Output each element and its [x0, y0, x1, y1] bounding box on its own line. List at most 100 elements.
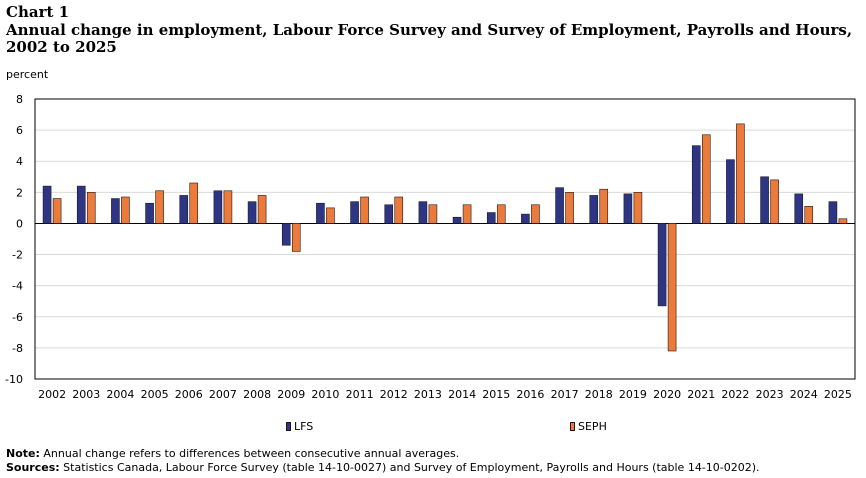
y-tick-label: 8: [16, 93, 23, 106]
x-tick-label: 2018: [585, 388, 613, 401]
bar-seph-2017: [565, 192, 574, 224]
x-tick-label: 2014: [448, 388, 476, 401]
bar-lfs-2023: [760, 176, 769, 224]
y-tick-label: 2: [16, 186, 23, 199]
bar-lfs-2014: [452, 216, 462, 224]
bar-seph-2003: [86, 192, 96, 224]
x-tick-label: 2002: [38, 388, 66, 401]
bar-seph-2016: [531, 204, 540, 224]
bar-seph-2012: [394, 196, 404, 224]
bar-lfs-2020: [657, 223, 667, 307]
bar-lfs-2006: [179, 195, 189, 224]
x-tick-label: 2015: [482, 388, 510, 401]
x-tick-label: 2020: [653, 388, 681, 401]
y-tick-label: 4: [16, 155, 23, 168]
bar-lfs-2021: [691, 145, 701, 224]
bar-lfs-2022: [726, 159, 735, 224]
x-tick-label: 2003: [72, 388, 100, 401]
bar-seph-2013: [428, 204, 438, 224]
bar-seph-2020: [667, 223, 677, 352]
x-tick-label: 2013: [414, 388, 442, 401]
y-axis-unit: percent: [6, 68, 49, 81]
bar-lfs-2009: [281, 223, 291, 246]
x-tick-label: 2004: [106, 388, 134, 401]
bar-lfs-2012: [384, 204, 394, 224]
note-label: Note:: [6, 447, 40, 460]
bar-seph-2005: [155, 190, 164, 224]
x-tick-label: 2012: [380, 388, 408, 401]
legend-label-lfs: LFS: [294, 420, 314, 433]
bars: [42, 123, 848, 352]
bar-seph-2023: [770, 179, 779, 224]
x-tick-label: 2022: [721, 388, 749, 401]
bar-seph-2014: [462, 204, 472, 224]
bar-lfs-2024: [794, 193, 804, 224]
y-tick-label: -6: [12, 311, 23, 324]
bar-lfs-2019: [623, 193, 633, 224]
bar-seph-2007: [223, 190, 233, 224]
note-line: Note: Annual change refers to difference…: [6, 447, 760, 461]
bar-lfs-2007: [213, 190, 223, 224]
footnotes: Note: Annual change refers to difference…: [6, 447, 760, 475]
x-tick-label: 2016: [516, 388, 544, 401]
x-tick-labels: 2002 2003 2004 2005 2006 2007 2008 2009 2010 2011…: [38, 388, 852, 401]
legend-label-seph: SEPH: [578, 420, 607, 433]
y-tick-label: -2: [12, 249, 23, 262]
legend-swatch-lfs: [286, 422, 291, 431]
x-tick-label: 2019: [619, 388, 647, 401]
x-tick-label: 2010: [311, 388, 339, 401]
x-tick-label: 2017: [551, 388, 579, 401]
y-tick-label: -10: [5, 373, 23, 386]
bar-lfs-2005: [145, 202, 154, 224]
bar-seph-2004: [121, 196, 130, 224]
bar-seph-2015: [496, 204, 506, 224]
bar-seph-2019: [633, 192, 643, 224]
bar-lfs-2015: [486, 212, 496, 224]
bar-lfs-2002: [42, 185, 52, 224]
x-tick-label: 2025: [824, 388, 852, 401]
bar-lfs-2011: [350, 201, 359, 224]
bar-seph-2009: [291, 223, 301, 252]
legend-lfs: LFS: [286, 420, 313, 433]
x-tick-label: 2011: [346, 388, 374, 401]
x-tick-label: 2021: [687, 388, 715, 401]
bar-lfs-2018: [589, 195, 599, 224]
x-tick-label: 2005: [141, 388, 169, 401]
bar-lfs-2004: [111, 198, 120, 224]
y-tick-label: -8: [12, 342, 23, 355]
legend-swatch-seph: [570, 422, 575, 431]
x-tick-label: 2006: [175, 388, 203, 401]
y-tick-labels: 8 6 4 2 0 -2 -4 -6 -8 -10: [5, 93, 23, 386]
bar-seph-2008: [257, 195, 267, 224]
note-text: Annual change refers to differences betw…: [43, 447, 460, 460]
bar-lfs-2016: [521, 213, 530, 224]
x-tick-label: 2024: [790, 388, 818, 401]
y-tick-label: -4: [12, 280, 23, 293]
bar-seph-2011: [360, 196, 369, 224]
sources-line: Sources: Statistics Canada, Labour Force…: [6, 461, 760, 475]
bar-seph-2002: [52, 198, 62, 224]
bar-seph-2022: [736, 123, 745, 224]
x-tick-label: 2009: [277, 388, 305, 401]
gridlines: [35, 129, 855, 349]
chart-title: Annual change in employment, Labour Forc…: [6, 21, 853, 56]
bar-lfs-2013: [418, 201, 428, 224]
bar-seph-2010: [326, 207, 335, 224]
bar-lfs-2008: [247, 201, 257, 224]
sources-label: Sources:: [6, 461, 60, 474]
y-tick-label: 6: [16, 124, 23, 137]
bar-seph-2025: [838, 218, 848, 224]
bar-lfs-2003: [76, 185, 86, 224]
x-tick-label: 2023: [756, 388, 784, 401]
bar-seph-2006: [189, 182, 199, 224]
bar-seph-2021: [701, 134, 711, 224]
chart-number: Chart 1: [6, 3, 70, 21]
bar-lfs-2017: [555, 187, 564, 224]
legend-seph: SEPH: [570, 420, 607, 433]
x-tick-label: 2007: [209, 388, 237, 401]
x-tick-label: 2008: [243, 388, 271, 401]
plot-frame: [34, 98, 856, 380]
bar-lfs-2025: [828, 201, 838, 224]
sources-text: Statistics Canada, Labour Force Survey (…: [63, 461, 760, 474]
